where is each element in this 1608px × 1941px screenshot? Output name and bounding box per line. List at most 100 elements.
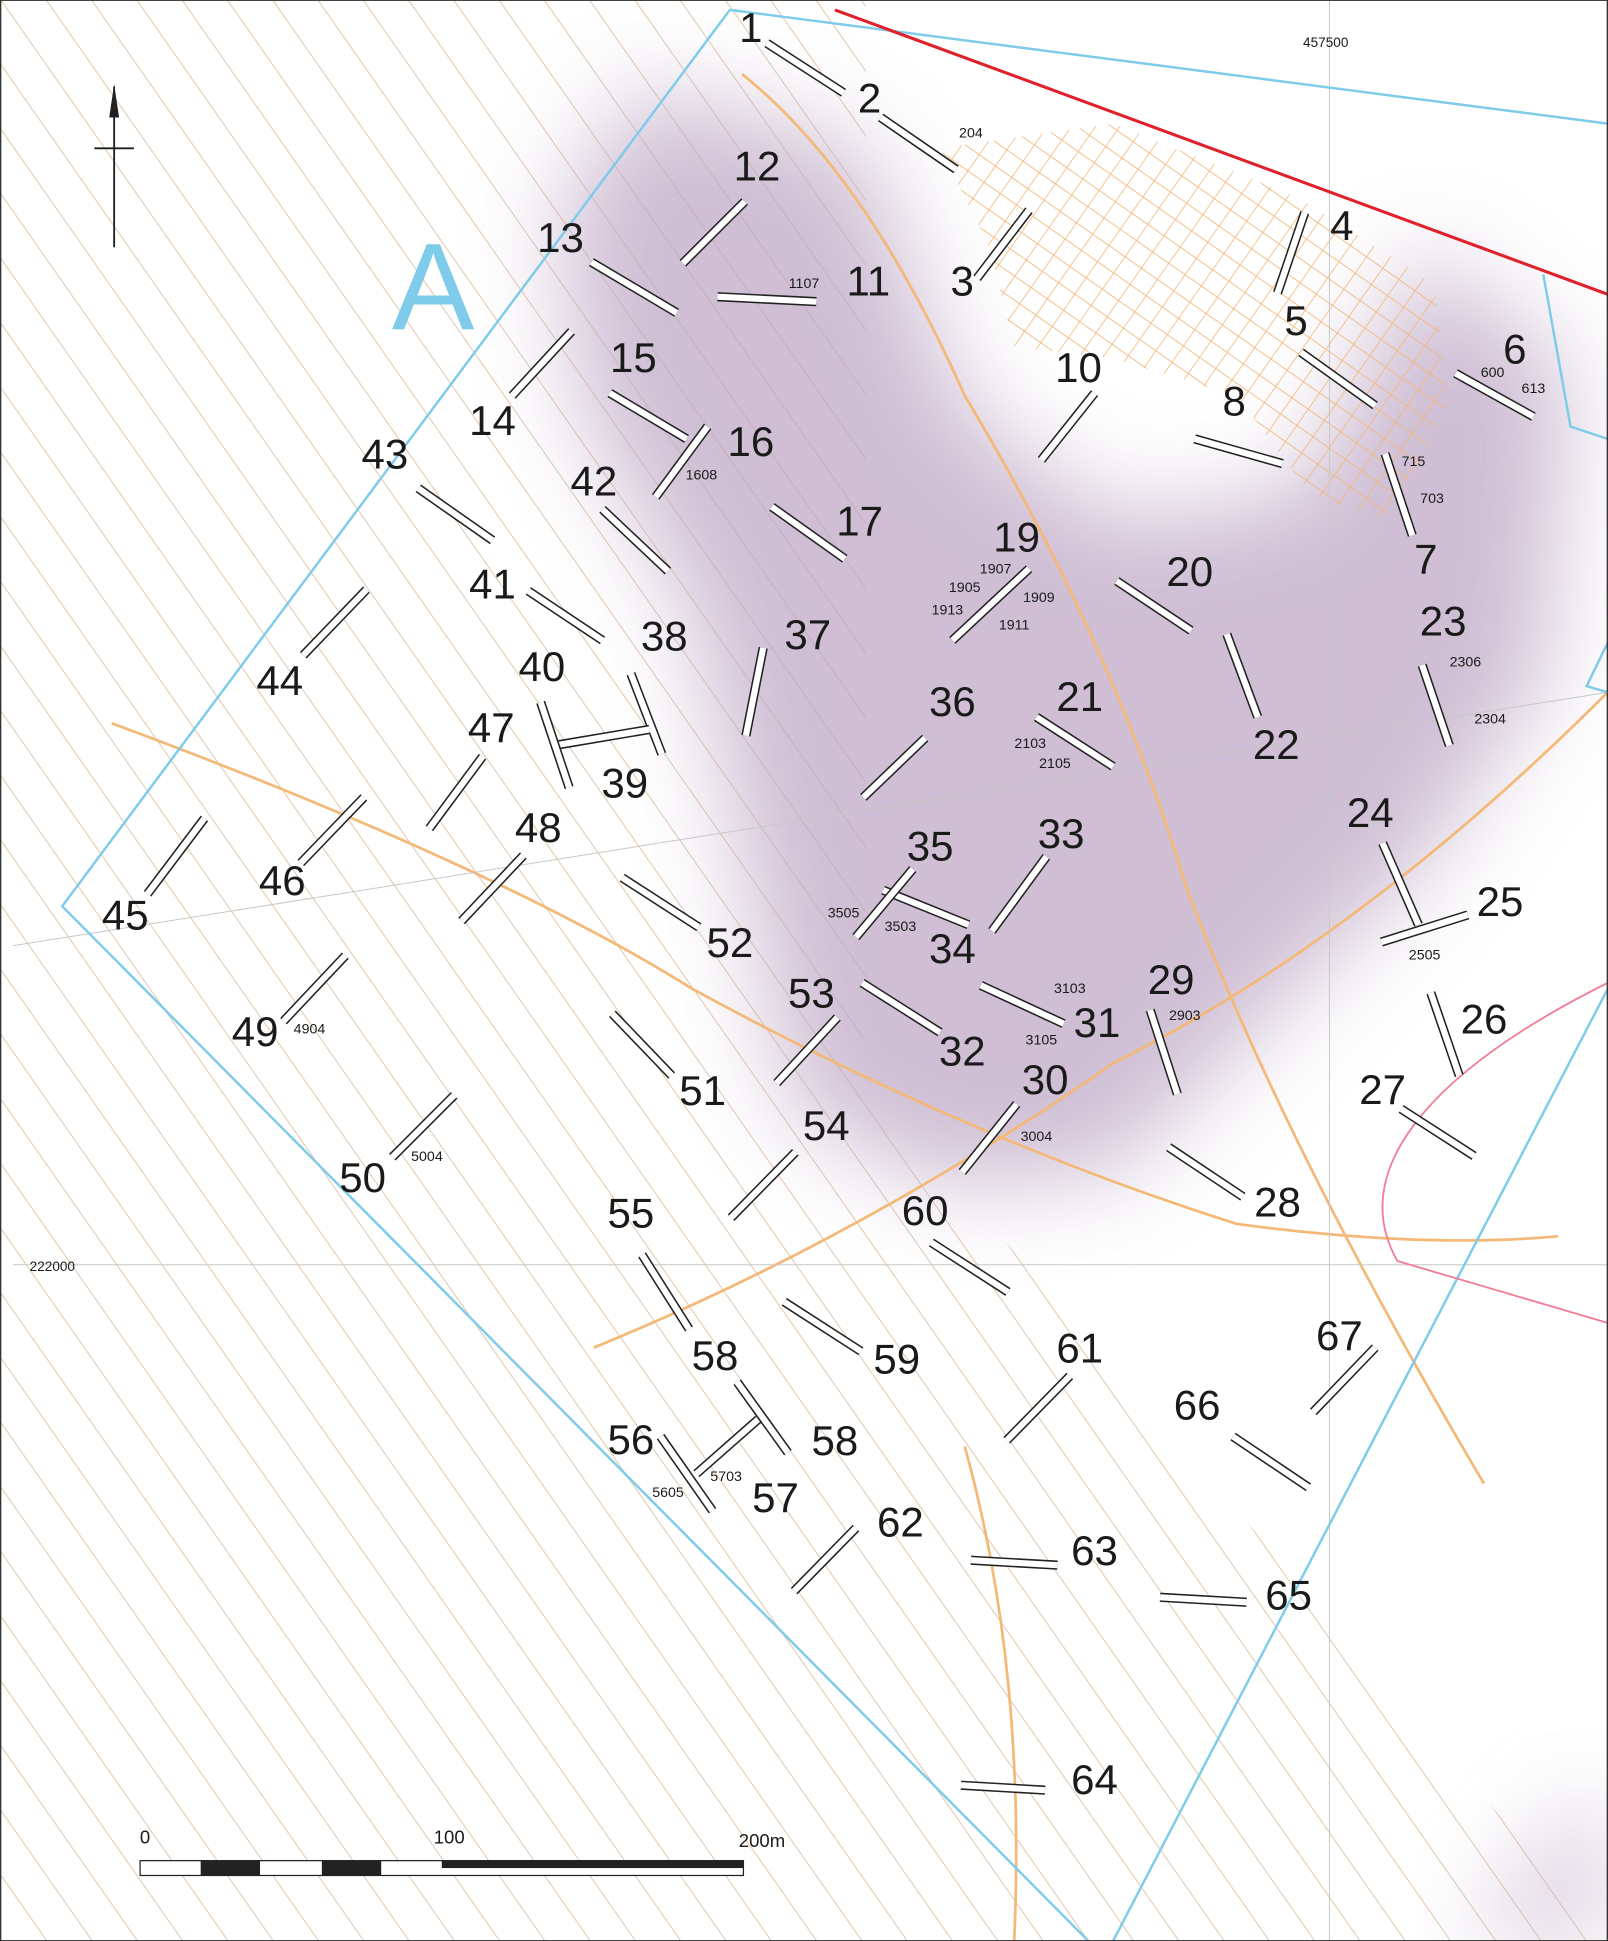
trench-label: 31 <box>1074 999 1121 1046</box>
trench-label: 34 <box>929 925 976 972</box>
trench-label: 33 <box>1038 810 1085 857</box>
trench-fill <box>1223 633 1261 719</box>
trench-label: 40 <box>519 643 566 690</box>
trench-label: 27 <box>1359 1066 1406 1113</box>
trench-fill <box>1231 1434 1311 1490</box>
trench-label: 39 <box>601 759 648 806</box>
trench-fill <box>537 701 573 789</box>
trench-fill <box>416 485 495 543</box>
trench-fill <box>553 726 650 749</box>
trench-label: 53 <box>788 970 835 1017</box>
trench-label: 65 <box>1265 1572 1312 1619</box>
trench-fill <box>1380 911 1469 946</box>
scale-bar: 0 100 200m <box>139 1826 785 1877</box>
trench-fill <box>974 208 1032 281</box>
trench-fill <box>390 1093 457 1160</box>
trench-fill <box>509 329 574 398</box>
trench-label: 56 <box>608 1416 655 1463</box>
feature-label: 1907 <box>980 562 1012 578</box>
trench-fill <box>989 854 1049 933</box>
grid-label: 222000 <box>30 1259 76 1274</box>
trench-label: 58 <box>812 1417 859 1464</box>
trench-label: 35 <box>907 822 954 869</box>
trench-label: 58 <box>692 1332 739 1379</box>
boundary-pink <box>1381 982 1608 1324</box>
trench-fill <box>959 1102 1020 1174</box>
trench-fill <box>774 1015 840 1086</box>
trench-fill <box>1034 714 1115 770</box>
trench-fill <box>1454 370 1535 420</box>
trench-fill <box>1159 1594 1247 1606</box>
trench-label: 20 <box>1166 548 1213 595</box>
trench-label: 7 <box>1414 536 1437 583</box>
feature-label: 1107 <box>789 276 820 292</box>
trench-label: 5 <box>1284 297 1307 344</box>
crosshatch-area <box>939 123 1447 520</box>
trench-fill <box>1382 452 1416 537</box>
trench-fill <box>1274 211 1308 294</box>
trench-fill <box>526 588 605 643</box>
trench-fill <box>960 1782 1046 1794</box>
boundary-red <box>834 8 1608 296</box>
trench-label: 66 <box>1174 1381 1221 1428</box>
trench-label: 38 <box>641 612 688 659</box>
trench-label: 67 <box>1316 1312 1363 1359</box>
trench-fill <box>610 1011 674 1078</box>
trench-fill <box>878 114 958 172</box>
trench-label: 42 <box>570 458 617 505</box>
trench-fill <box>728 1150 798 1220</box>
trench-fill <box>950 566 1032 643</box>
feature-label: 204 <box>959 125 983 141</box>
trench-fill <box>860 980 942 1035</box>
trench-label: 50 <box>339 1154 386 1201</box>
trench-fill <box>653 424 711 499</box>
trench-fill <box>298 795 367 866</box>
trench-label: 25 <box>1477 878 1524 925</box>
trench-label: 13 <box>537 214 584 261</box>
trench-fill <box>782 1299 863 1354</box>
section-label: A <box>392 218 475 356</box>
grid-line <box>12 0 1608 1941</box>
trench-fill <box>1115 578 1193 634</box>
trench-fill <box>1193 435 1284 467</box>
trench-label: 23 <box>1420 597 1467 644</box>
trench-label: 47 <box>468 704 515 751</box>
trench-label: 43 <box>362 431 409 478</box>
scale-label: 0 <box>140 1826 150 1847</box>
trench-fill <box>658 1434 716 1513</box>
feature-label: 2505 <box>1409 947 1441 963</box>
feature-label: 3105 <box>1026 1033 1058 1049</box>
trench-fill <box>426 754 486 831</box>
feature-label: 1909 <box>1023 590 1055 606</box>
trench-fill <box>717 293 817 305</box>
trench-fill <box>770 504 847 562</box>
grid-label: 457500 <box>1303 35 1349 50</box>
trench-fill <box>145 816 207 896</box>
trench-fill <box>979 982 1065 1027</box>
trench-fill <box>1147 1009 1181 1096</box>
trench-label: 60 <box>902 1187 949 1234</box>
feature-label: 600 <box>1481 365 1505 381</box>
trench-fill <box>742 647 767 737</box>
trench-label: 48 <box>515 804 562 851</box>
trench-label: 36 <box>929 678 976 725</box>
trench-fill <box>589 259 679 316</box>
trenches <box>143 39 1536 1795</box>
trench-fill <box>1311 1345 1378 1415</box>
trench-label: 52 <box>706 919 753 966</box>
trench-label: 55 <box>608 1190 655 1237</box>
feature-label: 2103 <box>1014 736 1046 752</box>
trench-fill <box>765 40 846 96</box>
feature-label: 3505 <box>828 905 860 921</box>
trench-label: 21 <box>1056 673 1103 720</box>
trench-label: 10 <box>1055 344 1102 391</box>
feature-label: 5004 <box>411 1149 443 1165</box>
trench-fill <box>301 587 369 658</box>
trench-fill <box>1379 841 1422 927</box>
trench-fill <box>680 199 747 266</box>
feature-label: 1911 <box>999 617 1030 633</box>
trench-fill <box>1004 1373 1073 1443</box>
trench-label: 11 <box>846 257 890 304</box>
